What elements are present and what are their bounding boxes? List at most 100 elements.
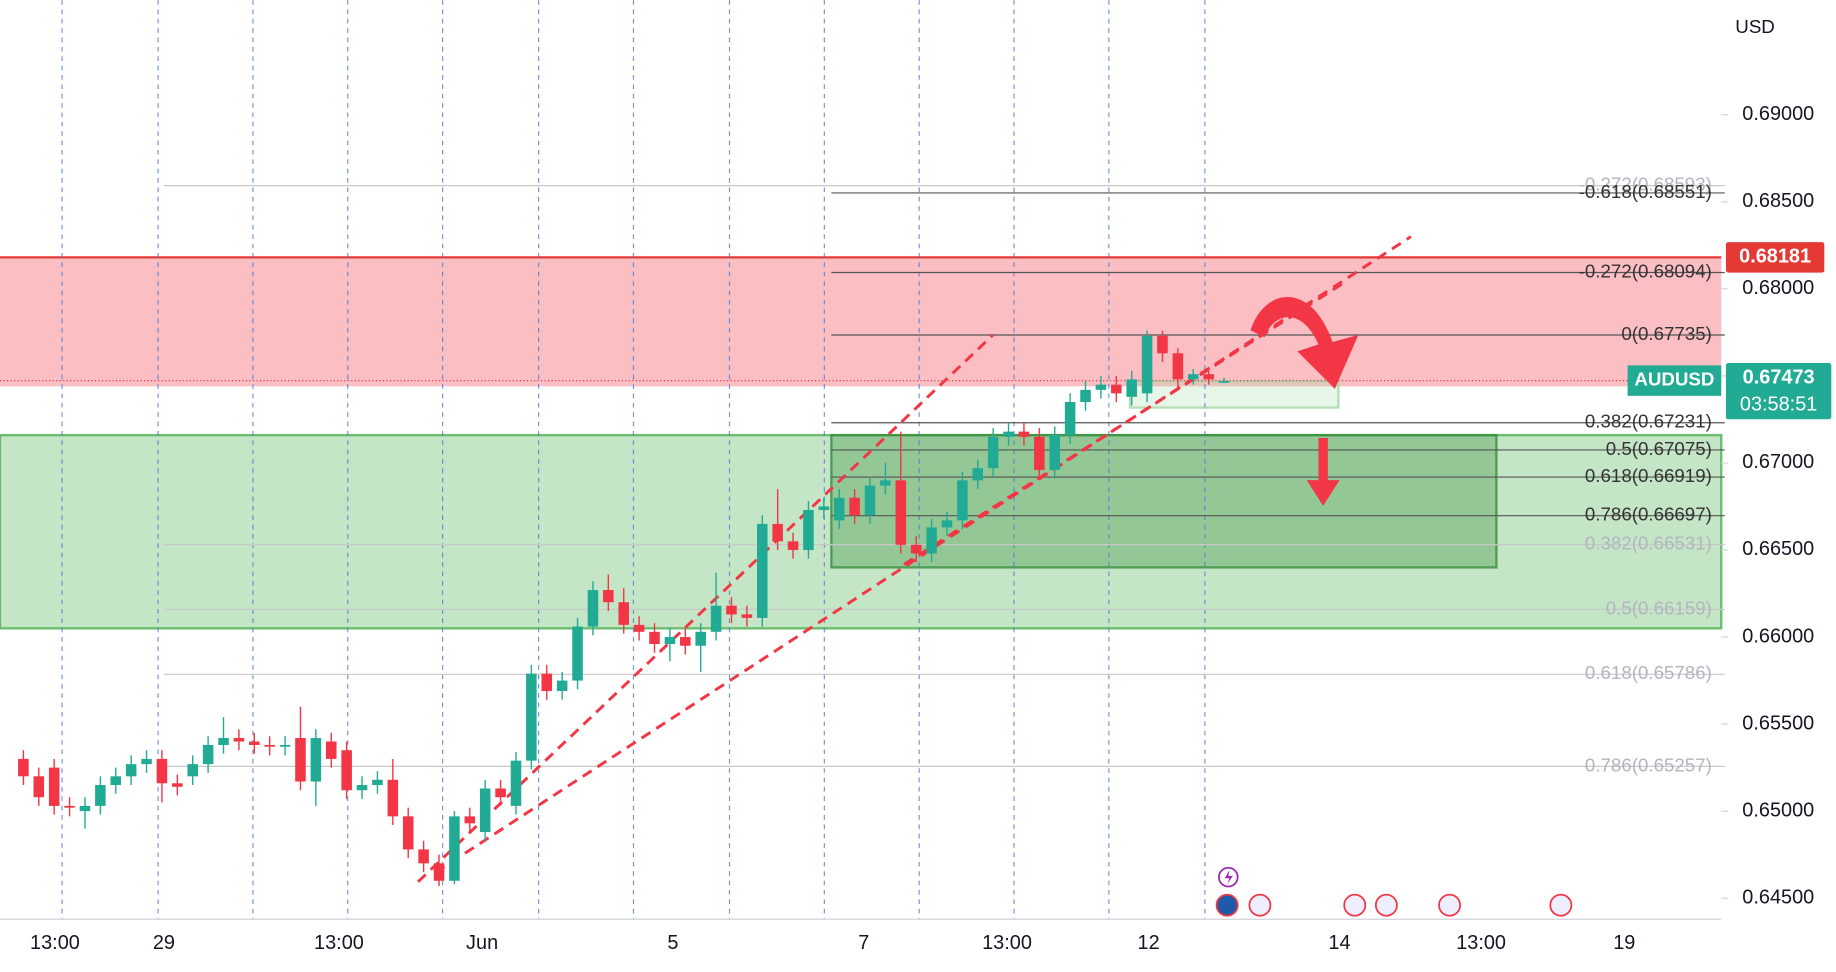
zones [0,256,1723,630]
candle-body [249,741,260,745]
candle-body [1095,384,1107,390]
fib-label: -0.272(0.68094) [1579,260,1712,281]
x-tick-label: 13:00 [314,932,364,954]
candle-body [849,497,860,516]
candle-body [33,776,45,798]
alert-price-label: 0.68181 [1739,246,1811,268]
candle-body [926,527,937,554]
candle-body [1034,436,1045,470]
y-tick-label: 0.65000 [1742,799,1814,821]
y-tick-label: 0.65500 [1742,712,1814,734]
zone [0,433,1723,630]
candle-body [649,631,660,645]
candle-body [449,816,460,881]
last-price-tag [1725,363,1832,420]
x-tick-label: 19 [1613,932,1635,954]
candle-body [479,788,491,833]
candle-body [264,744,275,747]
candle-body [1218,381,1230,383]
alert-price-tag [1725,242,1825,273]
candle-body [957,480,968,521]
candle-body [510,760,522,806]
candle-body [233,738,245,742]
candle-body [756,523,768,618]
candle-body [1172,353,1184,380]
candle-body [710,605,722,632]
fib-label: 0.618(0.65786) [1585,662,1712,683]
candle-body [187,764,198,777]
down-arrow-shaft [1318,437,1328,485]
candle-body [680,637,691,646]
candle-body [18,758,29,777]
y-tick-label: 0.66000 [1742,625,1814,647]
event-icon[interactable] [1549,893,1573,917]
event-icon[interactable] [1215,893,1239,917]
zone [830,433,1498,569]
candle-body [125,764,137,777]
event-icon[interactable] [1374,893,1398,917]
candle-body [372,779,383,786]
x-tick-label: 5 [667,932,678,954]
candle-body [633,624,645,632]
candle-body [341,750,352,791]
x-tick-label: 14 [1328,932,1350,954]
candle-body [803,509,814,551]
fib-label: 0.382(0.67231) [1585,411,1712,432]
candle-body [556,680,568,692]
candle-body [941,520,953,528]
candle-body [1049,435,1061,470]
fib-label: 0.5(0.66159) [1606,597,1712,618]
candle-body [741,614,753,618]
candle-body [464,816,476,824]
candle-body [202,744,214,765]
event-icon[interactable] [1343,893,1367,917]
fib-label: 0.5(0.67075) [1606,438,1712,459]
event-icon[interactable] [1438,893,1462,917]
candle-body [603,590,614,603]
fib-label: -0.272(0.68593) [1579,174,1712,195]
candle-body [833,497,845,521]
candle-body [587,590,599,627]
axes: 0.64500 0.65000 0.65500 0.66000 0.66500 0.670… [30,103,1832,954]
candle-body [1003,431,1014,437]
zone [1128,379,1340,409]
fib-label: 0(0.67735) [1621,323,1712,344]
zone [0,257,1722,387]
x-tick-label: 13:00 [30,932,80,954]
candle-body [172,783,183,787]
fib-label: 0.786(0.66697) [1585,504,1712,525]
currency-label: USD [1735,16,1775,37]
candle-body [64,805,75,808]
candle-body [48,767,60,806]
candle-body [818,506,830,510]
down-arrow-head [1306,480,1340,506]
x-tick-label: Jun [466,932,498,954]
candle-body [79,805,91,812]
candle-body [418,849,429,864]
candle-body [402,816,414,850]
candle-body [726,605,737,615]
fib-label: 0.786(0.65257) [1585,754,1712,775]
x-tick-label: 12 [1138,932,1160,954]
candle-body [325,741,337,759]
candle-body [141,758,152,765]
events [1215,866,1573,917]
candle-body [1187,374,1199,380]
fib-label: 0.382(0.66531) [1585,533,1712,554]
event-icon[interactable] [1248,893,1272,917]
candle-body [218,738,229,745]
candle-body [1126,379,1137,397]
arrows [1250,297,1359,506]
y-tick-label: 0.66500 [1742,538,1814,560]
candle-body [695,631,706,646]
candle-body [618,602,629,625]
x-tick-label: 13:00 [982,932,1032,954]
candle-body [1141,335,1153,394]
y-tick-label: 0.64500 [1742,886,1814,908]
candle-body [1080,389,1091,403]
candle-body [880,480,891,486]
x-tick-label: 7 [858,932,869,954]
